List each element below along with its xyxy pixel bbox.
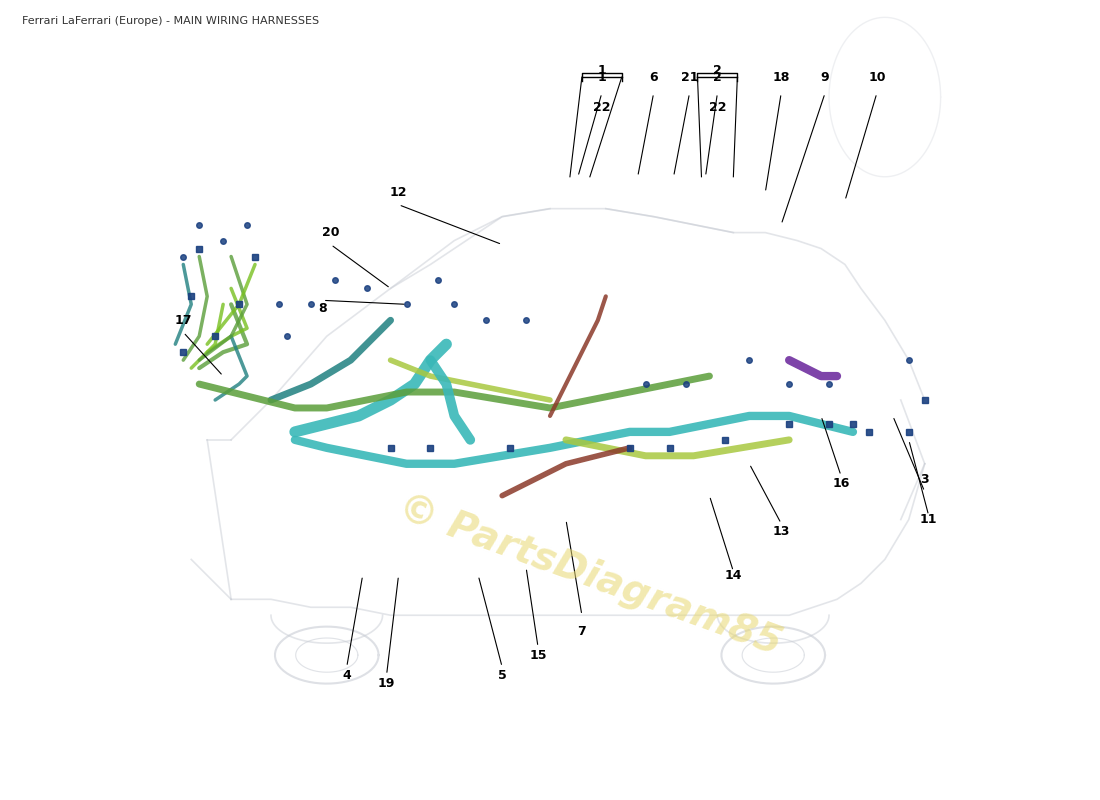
Text: 2: 2 [713,64,722,77]
Text: © PartsDiagram85: © PartsDiagram85 [393,488,786,662]
Text: 10: 10 [868,70,886,84]
Text: 20: 20 [322,226,340,239]
Text: 11: 11 [920,513,937,526]
Text: 22: 22 [708,101,726,114]
Text: 12: 12 [389,186,407,199]
Text: Ferrari LaFerrari (Europe) - MAIN WIRING HARNESSES: Ferrari LaFerrari (Europe) - MAIN WIRING… [22,16,319,26]
Text: 17: 17 [175,314,192,326]
Text: 6: 6 [649,70,658,84]
Text: 2: 2 [713,70,722,84]
Text: 9: 9 [821,70,829,84]
Text: 3: 3 [921,474,929,486]
Text: 7: 7 [578,625,586,638]
Text: 1: 1 [597,70,606,84]
Text: 18: 18 [772,70,790,84]
Text: 21: 21 [681,70,698,84]
Text: 13: 13 [772,525,790,538]
Text: 16: 16 [833,478,849,490]
Text: 14: 14 [725,569,742,582]
Text: 5: 5 [498,669,506,682]
Text: 22: 22 [593,101,611,114]
Text: 19: 19 [378,677,395,690]
Text: 8: 8 [319,302,327,315]
Text: 4: 4 [342,669,351,682]
Text: 1: 1 [597,64,606,77]
Text: 15: 15 [529,649,547,662]
